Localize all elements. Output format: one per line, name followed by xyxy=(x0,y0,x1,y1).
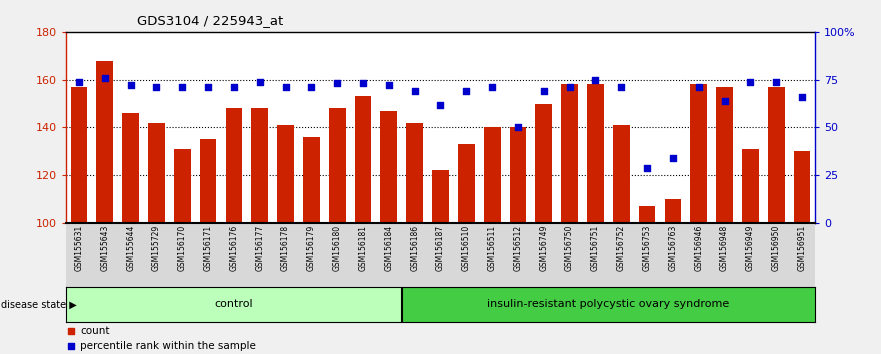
Text: GSM155729: GSM155729 xyxy=(152,225,161,271)
Bar xyxy=(303,137,320,223)
Point xyxy=(278,85,292,90)
Bar xyxy=(381,111,397,223)
Text: control: control xyxy=(215,299,253,309)
Text: GSM155631: GSM155631 xyxy=(75,225,84,271)
Bar xyxy=(613,125,630,223)
Text: GSM156184: GSM156184 xyxy=(384,225,393,271)
Bar xyxy=(768,87,785,223)
Point xyxy=(408,88,422,94)
Text: GSM156186: GSM156186 xyxy=(411,225,419,271)
Bar xyxy=(509,127,526,223)
Point xyxy=(511,125,525,130)
Point xyxy=(63,343,78,348)
Point xyxy=(537,88,551,94)
Bar xyxy=(691,84,707,223)
Text: GSM156179: GSM156179 xyxy=(307,225,316,271)
Text: GSM156170: GSM156170 xyxy=(178,225,187,271)
Point xyxy=(150,85,164,90)
Text: GSM156951: GSM156951 xyxy=(797,225,806,271)
Point xyxy=(717,98,731,103)
Text: GSM156950: GSM156950 xyxy=(772,225,781,271)
Bar xyxy=(226,108,242,223)
Text: GSM156749: GSM156749 xyxy=(539,225,548,271)
Bar xyxy=(200,139,217,223)
Text: GSM156946: GSM156946 xyxy=(694,225,703,271)
Point xyxy=(356,81,370,86)
Bar xyxy=(587,84,603,223)
Bar xyxy=(251,108,268,223)
Bar xyxy=(122,113,139,223)
Bar xyxy=(70,87,87,223)
Text: GSM156180: GSM156180 xyxy=(333,225,342,271)
Text: GSM155643: GSM155643 xyxy=(100,225,109,271)
Bar xyxy=(639,206,655,223)
Point xyxy=(304,85,318,90)
Text: GSM156750: GSM156750 xyxy=(565,225,574,271)
Text: GSM156177: GSM156177 xyxy=(255,225,264,271)
Text: GSM155644: GSM155644 xyxy=(126,225,135,271)
Bar xyxy=(561,84,578,223)
Bar xyxy=(458,144,475,223)
Point xyxy=(98,75,112,81)
Bar xyxy=(329,108,345,223)
Bar xyxy=(66,287,402,322)
Bar xyxy=(96,61,113,223)
Text: GSM156763: GSM156763 xyxy=(669,225,677,271)
Text: GSM156187: GSM156187 xyxy=(436,225,445,271)
Bar xyxy=(794,152,811,223)
Point xyxy=(614,85,628,90)
Text: disease state ▶: disease state ▶ xyxy=(1,299,77,309)
Text: GSM156751: GSM156751 xyxy=(591,225,600,271)
Bar xyxy=(664,199,681,223)
Point xyxy=(72,79,86,84)
Point xyxy=(227,85,241,90)
Bar xyxy=(278,125,294,223)
Bar xyxy=(536,104,552,223)
Text: GSM156948: GSM156948 xyxy=(720,225,729,271)
Text: GSM156176: GSM156176 xyxy=(229,225,239,271)
Text: GSM156752: GSM156752 xyxy=(617,225,626,271)
Point xyxy=(433,102,448,107)
Bar xyxy=(174,149,190,223)
Text: percentile rank within the sample: percentile rank within the sample xyxy=(80,341,255,350)
Text: GSM156949: GSM156949 xyxy=(746,225,755,271)
Bar xyxy=(484,127,500,223)
Text: GDS3104 / 225943_at: GDS3104 / 225943_at xyxy=(137,14,283,27)
Point xyxy=(381,82,396,88)
Point xyxy=(744,79,758,84)
Point xyxy=(563,85,577,90)
Point xyxy=(459,88,473,94)
Text: GSM156753: GSM156753 xyxy=(642,225,652,271)
Point xyxy=(253,79,267,84)
Point xyxy=(692,85,706,90)
Bar xyxy=(742,149,759,223)
Text: GSM156171: GSM156171 xyxy=(204,225,212,271)
Point xyxy=(175,85,189,90)
Text: GSM156510: GSM156510 xyxy=(462,225,470,271)
Point xyxy=(201,85,215,90)
Point xyxy=(330,81,344,86)
Text: insulin-resistant polycystic ovary syndrome: insulin-resistant polycystic ovary syndr… xyxy=(487,299,729,309)
Point xyxy=(640,165,654,170)
Point xyxy=(589,77,603,82)
Point xyxy=(795,94,809,100)
Point xyxy=(123,82,137,88)
Text: GSM156178: GSM156178 xyxy=(281,225,290,271)
Bar xyxy=(716,87,733,223)
Text: count: count xyxy=(80,326,109,336)
Point xyxy=(666,155,680,161)
Bar xyxy=(148,123,165,223)
Point xyxy=(769,79,783,84)
Point xyxy=(485,85,500,90)
Bar xyxy=(355,96,372,223)
Text: GSM156511: GSM156511 xyxy=(488,225,497,271)
Bar xyxy=(406,123,423,223)
Point xyxy=(63,328,78,333)
Text: GSM156512: GSM156512 xyxy=(514,225,522,271)
Text: GSM156181: GSM156181 xyxy=(359,225,367,271)
Bar xyxy=(432,171,449,223)
Bar xyxy=(402,287,815,322)
